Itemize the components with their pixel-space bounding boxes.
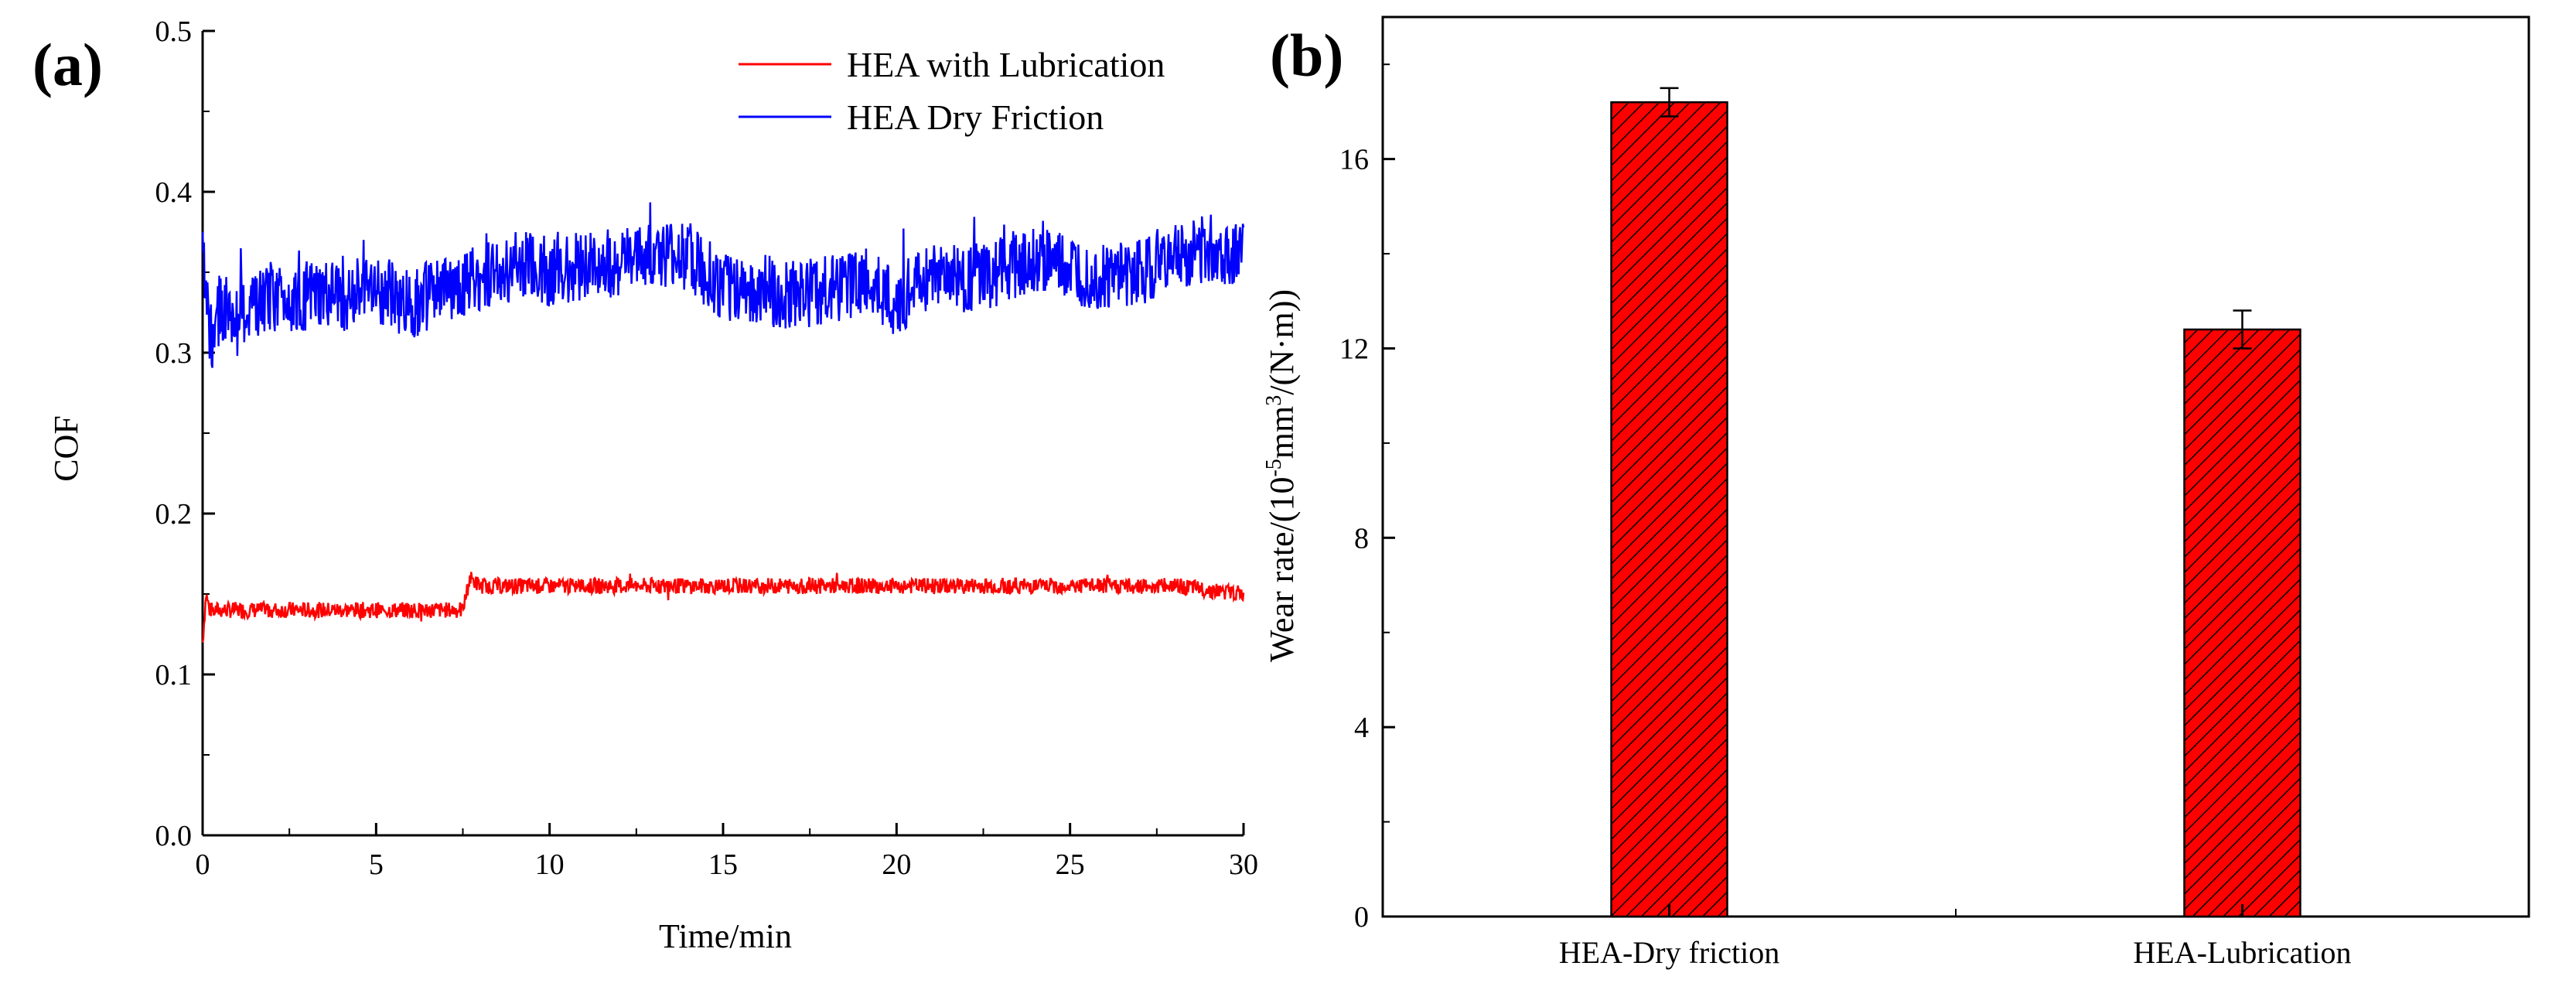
y-tick-label: 0.0 xyxy=(155,820,193,852)
panel-a-cof-chart: (a) 0 5 10 15 20 25 30 0.0 0.1 0.2 0.3 0.4 0.5 Time… xyxy=(32,15,1258,955)
bar-dry-friction xyxy=(1610,101,1728,918)
series-line-dry-friction xyxy=(201,202,1245,368)
legend-label-dry-friction: HEA Dry Friction xyxy=(847,97,1104,137)
x-tick-label: 15 xyxy=(708,848,738,881)
legend-label-lubrication: HEA with Lubrication xyxy=(847,45,1165,84)
panel-a-axes xyxy=(201,31,1244,837)
panel-a-y-axis-label: COF xyxy=(47,415,85,482)
x-tick-label: 5 xyxy=(369,848,384,881)
b-y-tick-label: 8 xyxy=(1354,522,1369,555)
b-y-tick-label: 16 xyxy=(1339,144,1369,176)
panel-b-label: (b) xyxy=(1270,22,1343,89)
panel-a-label: (a) xyxy=(32,31,103,98)
x-tick-label: 0 xyxy=(196,848,210,881)
b-y-tick-label: 12 xyxy=(1339,333,1369,365)
ylabel-part-2: mm xyxy=(1263,406,1301,459)
y-tick-label: 0.1 xyxy=(155,659,193,691)
bar-lubrication xyxy=(2183,328,2301,918)
panel-b-axes xyxy=(1381,15,2530,918)
ylabel-part-3: /(N·m)) xyxy=(1263,289,1301,395)
panel-b-plot-frame xyxy=(1381,15,2530,918)
panel-a-legend: HEA with Lubrication HEA Dry Friction xyxy=(739,45,1165,137)
panel-b-category-labels: HEA-Dry friction HEA-Lubrication xyxy=(1559,904,2352,970)
x-tick-label: 30 xyxy=(1229,848,1258,881)
panel-a-y-ticks: 0.0 0.1 0.2 0.3 0.4 0.5 xyxy=(155,15,215,852)
y-tick-label: 0.4 xyxy=(155,176,193,209)
b-y-tick-label: 4 xyxy=(1354,712,1369,744)
ylabel-superscript-1: -5 xyxy=(1262,459,1286,476)
series-line-lubrication xyxy=(201,572,1245,643)
x-tick-label: 25 xyxy=(1056,848,1085,881)
y-tick-label: 0.5 xyxy=(155,15,193,48)
panel-b-bars xyxy=(1610,87,2301,918)
x-tick-label: 20 xyxy=(882,848,911,881)
category-label-lubrication: HEA-Lubrication xyxy=(2133,935,2351,970)
x-tick-label: 10 xyxy=(535,848,565,881)
panel-b-wear-rate-chart: (b) 0 4 8 12 16 HEA-Dry friction HEA-Lubricat… xyxy=(1262,15,2530,970)
panel-a-x-ticks: 0 5 10 15 20 25 30 xyxy=(196,823,1258,881)
y-tick-label: 0.2 xyxy=(155,498,193,531)
ylabel-part-1: Wear rate/(10 xyxy=(1263,477,1301,663)
panel-b-y-ticks: 0 4 8 12 16 xyxy=(1339,63,1395,934)
y-tick-label: 0.3 xyxy=(155,337,193,370)
b-y-tick-label: 0 xyxy=(1354,901,1369,934)
category-label-dry-friction: HEA-Dry friction xyxy=(1559,935,1779,970)
panel-a-series-lines xyxy=(201,202,1245,643)
ylabel-superscript-2: 3 xyxy=(1262,395,1286,406)
panel-b-y-axis-label: Wear rate/(10-5mm3/(N·m)) xyxy=(1262,289,1301,662)
panel-a-x-axis-label: Time/min xyxy=(659,917,792,955)
